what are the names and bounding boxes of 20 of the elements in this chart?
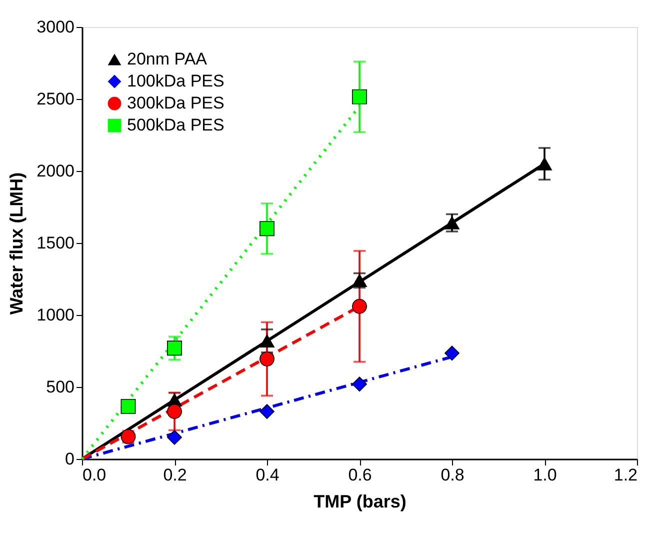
y-tick-label: 2500 bbox=[36, 90, 74, 108]
y-tick-label: 0 bbox=[65, 450, 74, 468]
y-tick-label: 500 bbox=[46, 378, 74, 396]
legend-label: 500kDa PES bbox=[127, 116, 224, 134]
x-tick-label: 0.2 bbox=[163, 466, 187, 484]
legend-label: 300kDa PES bbox=[127, 94, 224, 112]
y-tick-label: 2000 bbox=[36, 162, 74, 180]
x-tick-label: 1.0 bbox=[533, 466, 557, 484]
x-tick-label: 1.2 bbox=[614, 466, 638, 484]
legend-label: 100kDa PES bbox=[127, 72, 224, 90]
legend-label: 20nm PAA bbox=[127, 50, 208, 68]
x-tick-label: 0.6 bbox=[348, 466, 372, 484]
x-axis-title: TMP (bars) bbox=[314, 492, 406, 512]
y-tick-label: 1500 bbox=[36, 234, 74, 252]
x-tick-label: 0.4 bbox=[256, 466, 280, 484]
x-tick-label: 0.8 bbox=[440, 466, 464, 484]
y-tick-label: 3000 bbox=[36, 18, 74, 36]
x-tick-label: 0.0 bbox=[82, 466, 106, 484]
y-tick-label: 1000 bbox=[36, 306, 74, 324]
y-axis-title: Water flux (LMH) bbox=[6, 172, 27, 315]
